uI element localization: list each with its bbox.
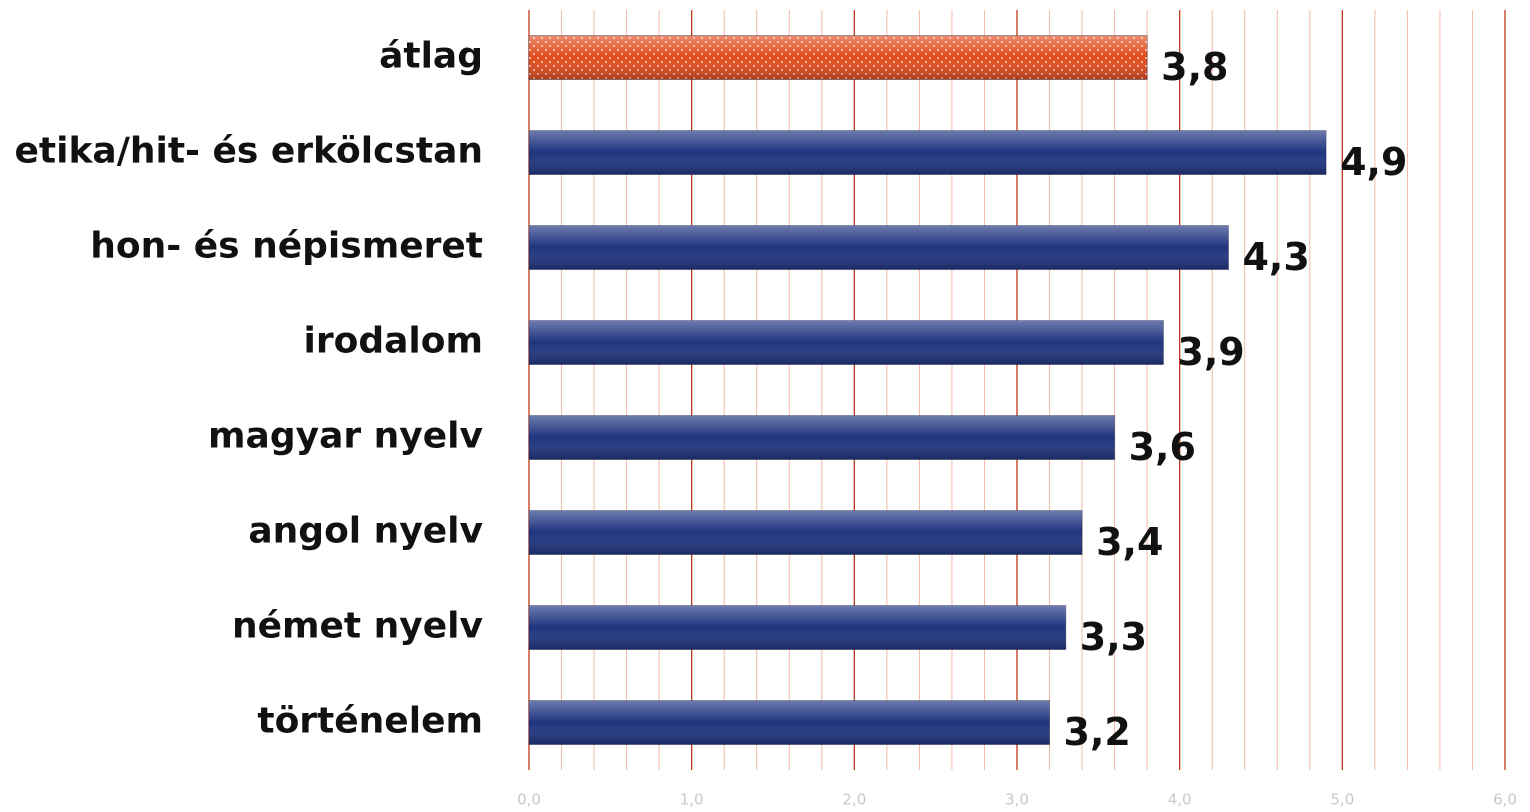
value-label: 3,8 (1161, 45, 1228, 89)
value-label: 3,6 (1129, 425, 1196, 469)
category-label: német nyelv (232, 606, 483, 647)
bar-shine (529, 415, 1115, 460)
bar-shine (529, 35, 1148, 80)
value-label: 4,3 (1242, 235, 1309, 279)
bar-shine (529, 605, 1066, 650)
category-label: átlag (379, 36, 483, 77)
bars (528, 35, 1327, 745)
bar-shine (529, 700, 1050, 745)
bar-shine (529, 130, 1327, 175)
value-label: 3,9 (1177, 330, 1244, 374)
x-tick-label: 1,0 (680, 791, 704, 809)
x-tick-label: 3,0 (1005, 791, 1029, 809)
category-label: hon- és népismeret (90, 226, 483, 267)
category-label: történelem (257, 701, 483, 742)
value-label: 3,3 (1080, 615, 1147, 659)
bar-shine (529, 320, 1164, 365)
value-label: 3,2 (1064, 710, 1131, 754)
category-label: magyar nyelv (208, 416, 483, 457)
value-label: 3,4 (1096, 520, 1163, 564)
x-tick-label: 0,0 (517, 791, 541, 809)
category-label: etika/hit- és erkölcstan (15, 131, 484, 172)
grid (528, 10, 1506, 770)
x-tick-label: 6,0 (1493, 791, 1517, 809)
bar-shine (529, 510, 1083, 555)
category-label: irodalom (304, 321, 483, 362)
x-tick-label: 4,0 (1168, 791, 1192, 809)
x-tick-label: 2,0 (842, 791, 866, 809)
category-label: angol nyelv (248, 511, 483, 552)
value-label: 4,9 (1340, 140, 1407, 184)
bar-shine (529, 225, 1229, 270)
x-tick-label: 5,0 (1330, 791, 1354, 809)
